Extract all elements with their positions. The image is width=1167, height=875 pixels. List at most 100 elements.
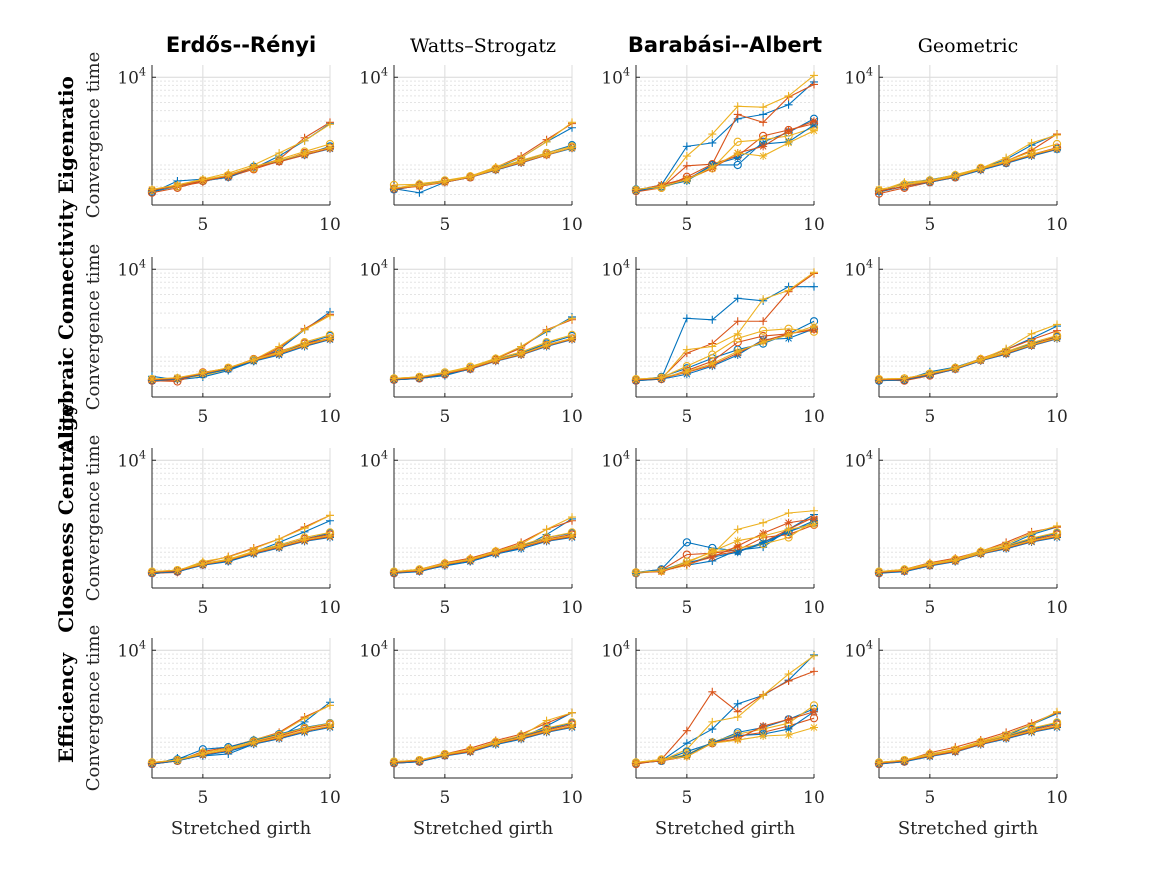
- data-point: [951, 172, 960, 181]
- y-tick-exponent: 4: [866, 65, 873, 78]
- series-line: [635, 325, 815, 380]
- data-point: [733, 699, 742, 708]
- data-point: [759, 532, 768, 541]
- data-point: [249, 355, 258, 364]
- data-point: [440, 750, 449, 759]
- data-point: [198, 559, 207, 568]
- data-point: [976, 355, 985, 364]
- data-point: [733, 548, 742, 557]
- data-point: [326, 311, 334, 320]
- data-point: [875, 758, 883, 767]
- data-point: [1027, 150, 1036, 159]
- series-line: [151, 123, 331, 191]
- data-point: [568, 143, 576, 152]
- data-point: [733, 334, 742, 343]
- y-tick-label: 104: [359, 65, 388, 88]
- series-line: [151, 726, 331, 765]
- data-point: [784, 525, 793, 534]
- data-point: [708, 687, 717, 696]
- data-point: [326, 531, 334, 540]
- data-point: [632, 568, 640, 577]
- data-point: [542, 525, 551, 534]
- data-point: [784, 286, 793, 295]
- data-point: [491, 355, 500, 364]
- series-line: [393, 726, 573, 763]
- x-tick-label: 10: [1046, 788, 1068, 808]
- data-point: [900, 180, 909, 189]
- x-tick-label: 5: [924, 788, 935, 808]
- data-point: [810, 506, 818, 515]
- y-tick-exponent: 4: [866, 448, 873, 461]
- x-tick-label: 5: [439, 598, 450, 618]
- x-tick-label: 10: [1046, 598, 1068, 618]
- series-line: [635, 286, 814, 381]
- y-tick-base: 10: [117, 68, 139, 88]
- data-point: [440, 559, 449, 568]
- data-point: [300, 325, 309, 334]
- series-line: [393, 536, 573, 573]
- data-point: [491, 739, 500, 748]
- data-point: [173, 373, 182, 382]
- y-tick-base: 10: [844, 451, 866, 471]
- data-point: [810, 520, 818, 529]
- data-point: [300, 726, 309, 735]
- data-point: [733, 736, 742, 745]
- series-line: [151, 536, 331, 573]
- y-tick-base: 10: [601, 451, 623, 471]
- data-point: [784, 715, 793, 724]
- x-tick-label: 10: [1046, 215, 1068, 235]
- data-point: [810, 707, 818, 716]
- series-line: [635, 75, 815, 191]
- y-tick-base: 10: [359, 451, 381, 471]
- data-point: [657, 756, 666, 765]
- y-axis-label: Convergence time: [83, 435, 104, 602]
- x-tick-label: 5: [924, 598, 935, 618]
- data-point: [300, 149, 309, 158]
- series-line: [151, 147, 331, 191]
- x-tick-label: 10: [803, 788, 825, 808]
- series-line: [393, 338, 573, 380]
- data-point: [733, 102, 742, 111]
- series-line: [151, 725, 331, 763]
- y-tick-base: 10: [844, 68, 866, 88]
- data-point: [733, 329, 742, 338]
- y-tick-exponent: 4: [139, 257, 146, 270]
- data-point: [784, 509, 793, 518]
- data-point: [1053, 707, 1061, 716]
- data-point: [390, 183, 398, 192]
- series-line: [635, 271, 815, 381]
- data-point: [733, 347, 742, 356]
- data-point: [759, 295, 768, 304]
- data-point: [708, 342, 717, 351]
- data-point: [784, 725, 793, 734]
- x-tick-label: 10: [561, 598, 583, 618]
- data-point: [568, 708, 576, 717]
- data-point: [173, 180, 182, 189]
- y-tick-label: 104: [117, 257, 146, 280]
- y-tick-label: 104: [601, 65, 630, 88]
- data-point: [224, 171, 233, 180]
- series-line: [635, 83, 815, 193]
- series-line: [393, 531, 573, 573]
- data-point: [440, 177, 449, 186]
- series-line: [635, 124, 815, 192]
- data-point: [784, 91, 793, 100]
- data-point: [224, 363, 233, 372]
- data-point: [759, 722, 768, 731]
- y-tick-label: 104: [844, 65, 873, 88]
- data-point: [875, 185, 883, 194]
- x-axis-label: Stretched girth: [898, 818, 1039, 839]
- y-tick-base: 10: [117, 641, 139, 661]
- y-tick-label: 104: [117, 448, 146, 471]
- data-point: [542, 341, 551, 350]
- data-point: [542, 326, 551, 335]
- data-point: [682, 175, 691, 184]
- y-tick-label: 104: [359, 257, 388, 280]
- data-point: [708, 138, 717, 147]
